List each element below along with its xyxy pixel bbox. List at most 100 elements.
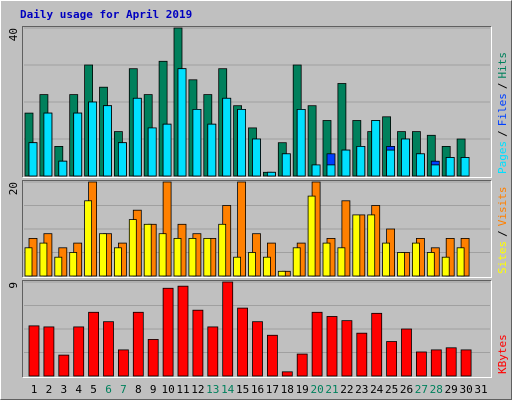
x-tick-label: 21 bbox=[325, 383, 338, 396]
y-tick-label: 40 bbox=[7, 28, 20, 41]
bar bbox=[73, 326, 85, 377]
bar bbox=[266, 171, 276, 177]
bar bbox=[341, 200, 351, 277]
bar bbox=[441, 256, 450, 277]
bar bbox=[84, 200, 92, 277]
bar bbox=[192, 109, 202, 177]
legend-entry: KBytes bbox=[496, 334, 509, 374]
x-tick-label: 8 bbox=[135, 383, 142, 396]
bar bbox=[371, 120, 381, 177]
bar bbox=[341, 320, 353, 377]
bar bbox=[401, 328, 412, 377]
bar bbox=[248, 252, 256, 277]
bar bbox=[177, 285, 189, 377]
bar bbox=[252, 138, 261, 177]
x-tick-label: 5 bbox=[90, 383, 97, 396]
x-tick-label: 18 bbox=[281, 383, 294, 396]
bar bbox=[311, 311, 323, 377]
x-tick-label: 28 bbox=[430, 383, 443, 396]
bar bbox=[281, 371, 293, 377]
panel-bevel bbox=[22, 180, 492, 278]
bar bbox=[28, 142, 38, 177]
x-tick-label: 7 bbox=[120, 383, 127, 396]
bar bbox=[192, 309, 204, 377]
bar bbox=[341, 149, 351, 177]
panel-bevel bbox=[22, 280, 492, 378]
x-tick-label: 30 bbox=[459, 383, 472, 396]
bar bbox=[296, 109, 306, 177]
bar bbox=[132, 311, 144, 377]
bar bbox=[386, 149, 396, 177]
x-tick-label: 9 bbox=[150, 383, 157, 396]
bar bbox=[445, 347, 457, 377]
bar bbox=[177, 68, 187, 177]
chart-title: Daily usage for April 2019 bbox=[20, 8, 192, 21]
panel-bevel bbox=[22, 26, 492, 178]
x-tick-label: 4 bbox=[75, 383, 82, 396]
bar bbox=[252, 321, 263, 377]
x-tick-label: 10 bbox=[161, 383, 174, 396]
bar bbox=[382, 242, 391, 277]
bar bbox=[114, 247, 122, 277]
bar bbox=[415, 153, 425, 177]
bar bbox=[128, 219, 137, 277]
x-tick-label: 13 bbox=[206, 383, 219, 396]
bar bbox=[173, 237, 182, 277]
bar bbox=[262, 256, 271, 277]
bar bbox=[237, 181, 247, 277]
legend-entry: Sites bbox=[496, 241, 509, 274]
x-tick-label: 1 bbox=[31, 383, 38, 396]
x-tick-label: 23 bbox=[355, 383, 368, 396]
bar bbox=[322, 242, 331, 277]
panel-bevel bbox=[22, 26, 492, 178]
bar bbox=[281, 153, 291, 177]
bar bbox=[367, 214, 376, 277]
bar bbox=[88, 311, 99, 377]
x-tick-label: 11 bbox=[176, 383, 189, 396]
bar bbox=[386, 341, 398, 377]
x-tick-label: 24 bbox=[370, 383, 384, 396]
bar bbox=[132, 97, 142, 177]
bar bbox=[43, 326, 55, 377]
bar bbox=[143, 223, 152, 277]
x-tick-label: 6 bbox=[105, 383, 112, 396]
bar bbox=[233, 256, 242, 277]
legend-entry: Hits bbox=[496, 52, 509, 79]
bar bbox=[88, 101, 97, 177]
bar bbox=[430, 164, 440, 177]
bar bbox=[103, 105, 112, 177]
bar bbox=[147, 339, 159, 377]
x-tick-label: 31 bbox=[474, 383, 487, 396]
bar bbox=[162, 181, 172, 277]
bar bbox=[237, 307, 249, 377]
bar bbox=[326, 164, 336, 177]
bar bbox=[43, 112, 53, 177]
bar bbox=[222, 97, 232, 177]
bar bbox=[118, 349, 129, 377]
x-tick-label: 2 bbox=[46, 383, 53, 396]
bar bbox=[371, 312, 383, 377]
legend: Pages / Files / Hits bbox=[496, 52, 509, 174]
panel-bevel bbox=[22, 280, 492, 378]
bar bbox=[73, 112, 83, 177]
x-tick-label: 25 bbox=[385, 383, 398, 396]
bar bbox=[147, 127, 157, 177]
bar bbox=[415, 351, 427, 377]
bar bbox=[58, 160, 68, 177]
bar bbox=[218, 223, 227, 277]
bar bbox=[356, 145, 366, 177]
bar bbox=[337, 247, 346, 277]
bar bbox=[296, 353, 308, 377]
bar bbox=[456, 247, 465, 277]
legend-separator: / bbox=[496, 130, 509, 137]
legend: Sites / Visits bbox=[496, 187, 509, 275]
x-tick-label: 15 bbox=[236, 383, 249, 396]
bar bbox=[307, 195, 316, 277]
legend-entry: Visits bbox=[496, 187, 509, 227]
legend-entry: Files bbox=[496, 93, 509, 126]
x-tick-label: 16 bbox=[251, 383, 264, 396]
bar bbox=[222, 281, 234, 377]
bar bbox=[411, 242, 420, 277]
bar bbox=[401, 138, 410, 177]
